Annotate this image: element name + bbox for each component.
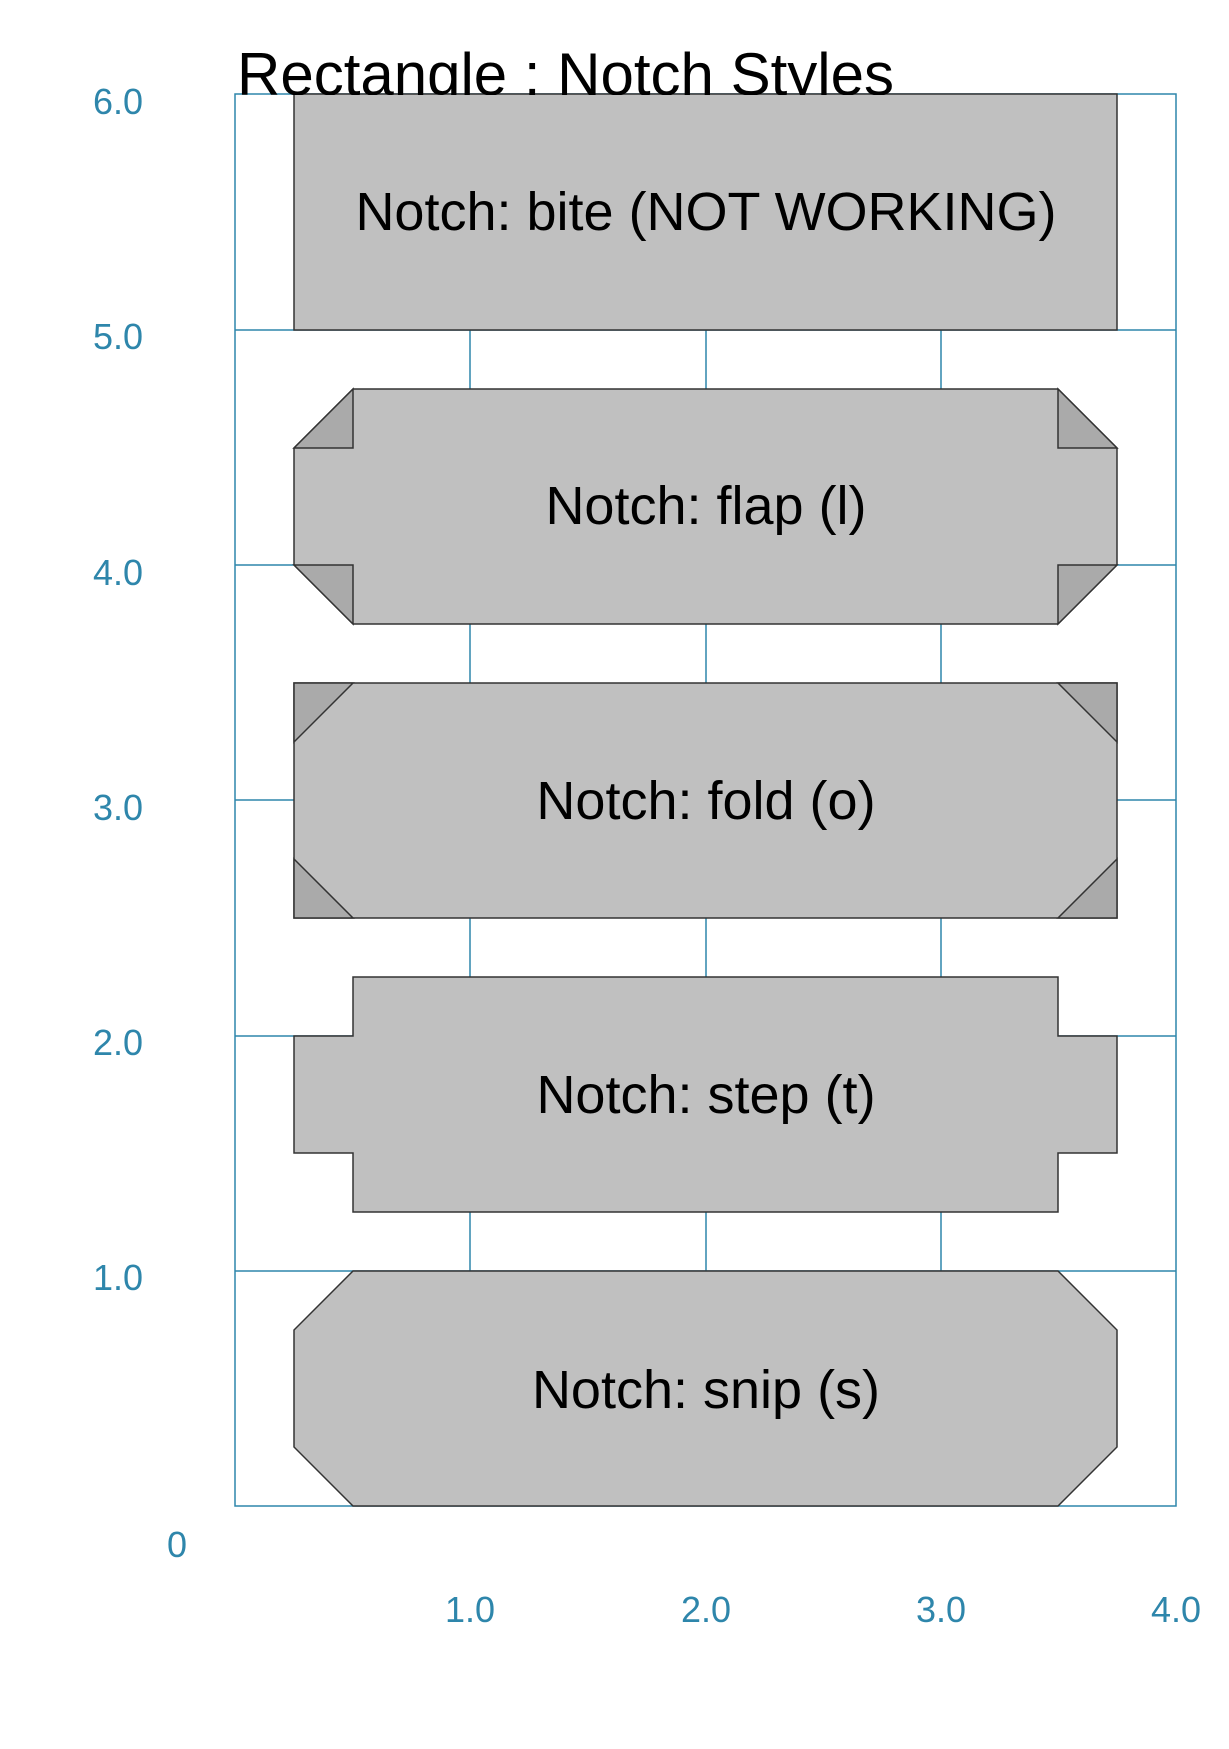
shape-label-step: Notch: step (t)	[536, 1065, 875, 1125]
shape-step	[293, 976, 1118, 1213]
x-tick-2: 2.0	[681, 1589, 731, 1630]
diagram-title: Rectangle : Notch Styles	[237, 41, 894, 108]
shape-flap	[292, 387, 1119, 626]
shape-label-flap: Notch: flap (l)	[545, 476, 866, 536]
flap-corner-bottom-right	[1057, 564, 1119, 626]
fold-corner-top-left	[293, 682, 355, 744]
shape-label-bite: Notch: bite (NOT WORKING)	[355, 182, 1056, 242]
shape-label-fold: Notch: fold (o)	[536, 771, 875, 831]
fold-corner-top-right	[1056, 682, 1118, 744]
shape-bite	[293, 93, 1118, 331]
origin-label: 0	[167, 1524, 187, 1565]
shape-snip	[293, 1270, 1118, 1507]
y-tick-2: 2.0	[93, 1022, 143, 1063]
flap-corner-top-left	[292, 387, 354, 449]
step-rectangle	[293, 976, 1118, 1213]
y-tick-3: 3.0	[93, 787, 143, 828]
x-tick-1: 1.0	[445, 1589, 495, 1630]
y-tick-6: 6.0	[93, 81, 143, 122]
fold-corner-bottom-left	[293, 857, 355, 919]
snip-rectangle	[293, 1270, 1118, 1507]
shape-label-snip: Notch: snip (s)	[532, 1360, 880, 1420]
flap-corner-top-right	[1057, 387, 1119, 449]
fold-corner-bottom-right	[1056, 857, 1118, 919]
bite-rectangle	[293, 93, 1118, 331]
y-tick-5: 5.0	[93, 316, 143, 357]
shape-fold	[293, 682, 1118, 919]
fold-rectangle	[293, 682, 1118, 919]
flap-corner-bottom-left	[292, 564, 354, 626]
x-tick-4: 4.0	[1151, 1589, 1201, 1630]
y-tick-1: 1.0	[93, 1257, 143, 1298]
y-tick-4: 4.0	[93, 552, 143, 593]
x-tick-3: 3.0	[916, 1589, 966, 1630]
